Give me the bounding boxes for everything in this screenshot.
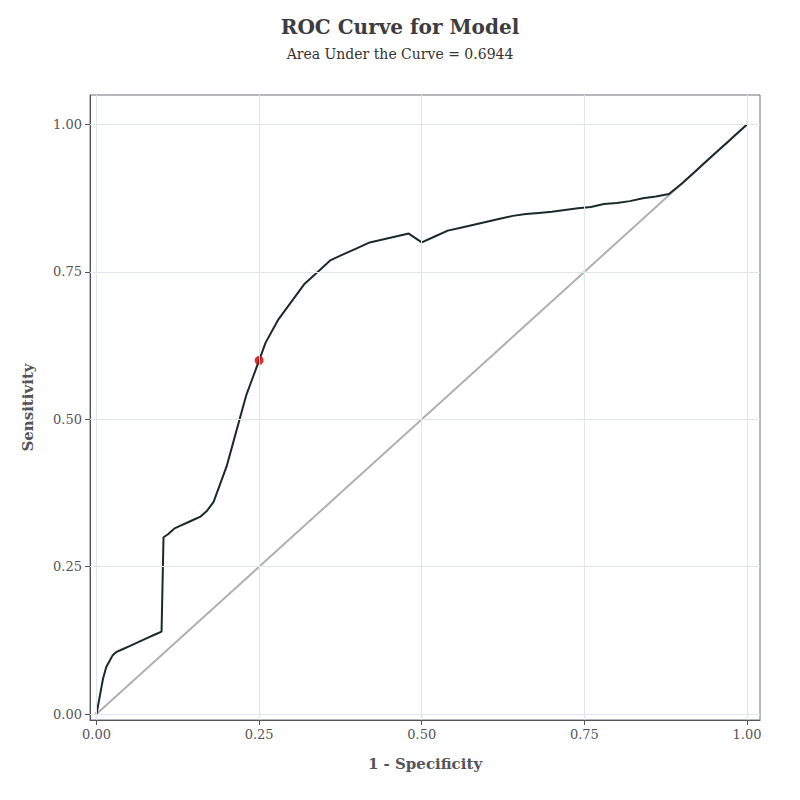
svg-text:1.00: 1.00 — [733, 727, 762, 742]
svg-text:0.00: 0.00 — [53, 707, 82, 722]
svg-text:0.75: 0.75 — [53, 264, 82, 279]
svg-text:0.75: 0.75 — [570, 727, 599, 742]
svg-text:0.25: 0.25 — [53, 559, 82, 574]
svg-text:1.00: 1.00 — [53, 117, 82, 132]
svg-text:Sensitivity: Sensitivity — [19, 362, 37, 451]
svg-text:0.00: 0.00 — [82, 727, 111, 742]
svg-text:0.50: 0.50 — [407, 727, 436, 742]
svg-text:1 - Specificity: 1 - Specificity — [368, 755, 483, 773]
svg-text:Area Under the Curve = 0.6944: Area Under the Curve = 0.6944 — [286, 46, 514, 62]
svg-text:0.50: 0.50 — [53, 412, 82, 427]
svg-text:ROC Curve for Model: ROC Curve for Model — [281, 15, 520, 39]
svg-text:0.25: 0.25 — [245, 727, 274, 742]
